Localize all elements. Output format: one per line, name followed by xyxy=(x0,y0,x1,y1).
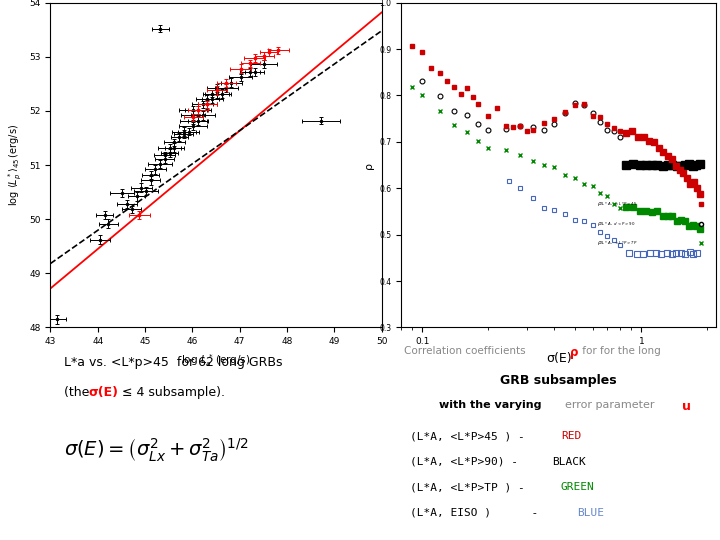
Text: (L*A, <L*P>90) -: (L*A, <L*P>90) - xyxy=(410,457,525,467)
Y-axis label: ρ: ρ xyxy=(364,161,374,168)
Text: ρ: ρ xyxy=(570,346,578,360)
Y-axis label: $\log\,\langle L^*_p \rangle_{45}\,\mathrm{(erg/s)}$: $\log\,\langle L^*_p \rangle_{45}\,\math… xyxy=(6,124,24,206)
Text: (L*A, <L*P>45 ) -: (L*A, <L*P>45 ) - xyxy=(410,431,532,441)
X-axis label: $\log\, L^*_a\,\mathrm{(erg/s)}$: $\log\, L^*_a\,\mathrm{(erg/s)}$ xyxy=(181,352,251,368)
Text: GRB subsamples: GRB subsamples xyxy=(500,374,617,387)
Text: (L*A, EISO )      -: (L*A, EISO ) - xyxy=(410,508,546,518)
Text: u: u xyxy=(682,400,690,413)
Text: Correlation coefficients: Correlation coefficients xyxy=(404,346,529,356)
Text: σ(E): σ(E) xyxy=(89,386,119,399)
Text: L*a vs. <L*p>45  for 62 long GRBs: L*a vs. <L*p>45 for 62 long GRBs xyxy=(63,356,282,369)
Text: for for the long: for for the long xyxy=(579,346,661,356)
Text: $\sigma(E) = \left(\sigma^2_{Lx} + \sigma^2_{Ta}\right)^{1/2}$: $\sigma(E) = \left(\sigma^2_{Lx} + \sigm… xyxy=(63,437,248,464)
Text: RED: RED xyxy=(561,431,581,441)
Text: ≤ 4 subsample).: ≤ 4 subsample). xyxy=(118,386,225,399)
Text: $\rho_{(L*A,\ d\ <P>90}$: $\rho_{(L*A,\ d\ <P>90}$ xyxy=(597,220,635,228)
Text: BLACK: BLACK xyxy=(552,457,586,467)
Text: with the varying: with the varying xyxy=(438,400,541,409)
Text: error parameter: error parameter xyxy=(565,400,654,409)
Text: BLUE: BLUE xyxy=(577,508,605,518)
Text: GREEN: GREEN xyxy=(561,482,595,492)
Text: $\rho_{(L*A,\ <L*P>45}$: $\rho_{(L*A,\ <L*P>45}$ xyxy=(597,201,636,208)
X-axis label: σ(E): σ(E) xyxy=(546,352,572,365)
Text: $\rho_{(L*A,\ <L*P>TP}$: $\rho_{(L*A,\ <L*P>TP}$ xyxy=(597,240,637,247)
Text: (the: (the xyxy=(63,386,93,399)
Text: (L*A, <L*P>TP ) -: (L*A, <L*P>TP ) - xyxy=(410,482,532,492)
